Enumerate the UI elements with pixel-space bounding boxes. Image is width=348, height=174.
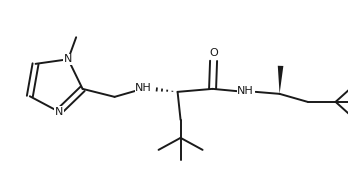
Text: NH: NH (135, 83, 152, 93)
Text: O: O (209, 48, 218, 58)
Text: N: N (64, 54, 72, 64)
Text: N: N (55, 107, 63, 117)
Polygon shape (278, 66, 283, 94)
Text: NH: NH (237, 86, 254, 96)
